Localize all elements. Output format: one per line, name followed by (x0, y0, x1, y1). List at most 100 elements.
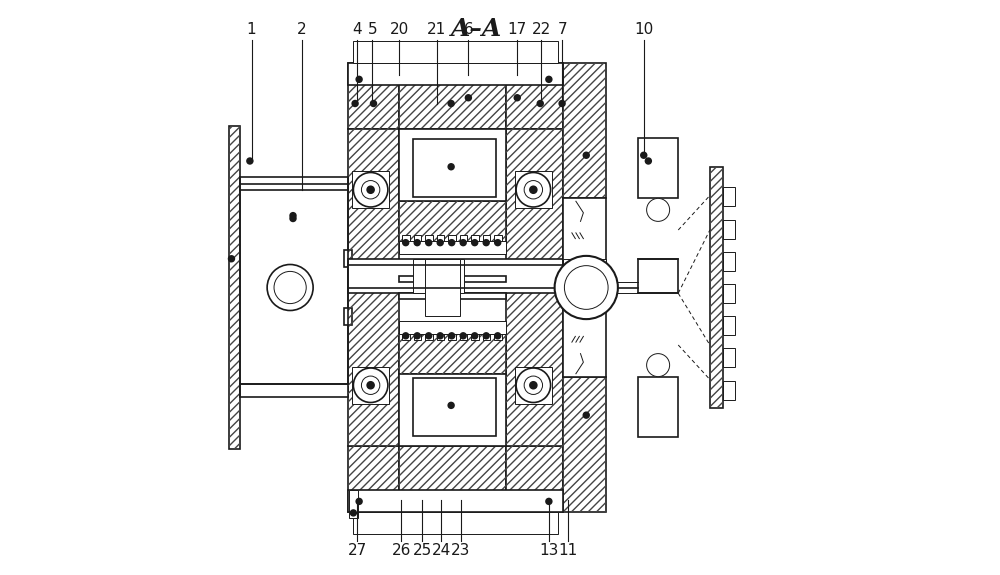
Circle shape (267, 264, 313, 310)
Circle shape (274, 271, 306, 304)
Bar (402, 235, 410, 247)
Bar (506, 446, 563, 512)
Bar (353, 512, 558, 534)
Bar (506, 63, 563, 129)
Circle shape (449, 240, 455, 246)
Circle shape (546, 76, 552, 82)
Circle shape (460, 240, 466, 246)
Bar (240, 384, 348, 397)
Bar (723, 187, 735, 206)
Text: 2: 2 (297, 22, 306, 37)
Bar (348, 446, 399, 512)
Circle shape (460, 333, 466, 339)
Circle shape (647, 198, 670, 221)
Circle shape (483, 333, 489, 339)
Bar (413, 378, 496, 436)
Bar (563, 377, 606, 512)
Bar (515, 171, 552, 208)
Bar (348, 129, 399, 446)
Bar (399, 201, 506, 242)
Circle shape (371, 101, 376, 106)
Bar (506, 63, 563, 129)
Circle shape (472, 240, 478, 246)
Bar (348, 63, 563, 85)
Text: 24: 24 (432, 543, 451, 558)
Text: 21: 21 (427, 22, 446, 37)
Circle shape (367, 382, 374, 389)
Circle shape (583, 412, 589, 418)
Bar (723, 220, 735, 239)
Text: 10: 10 (634, 22, 653, 37)
Bar (399, 129, 506, 201)
Bar (506, 446, 563, 512)
Bar (399, 446, 506, 512)
Circle shape (583, 152, 589, 158)
Bar (413, 139, 496, 197)
Bar (723, 284, 735, 303)
Circle shape (559, 101, 565, 106)
Circle shape (403, 333, 409, 339)
Bar (563, 198, 606, 377)
Bar (563, 259, 575, 293)
Bar (399, 63, 506, 129)
Bar (240, 177, 348, 190)
Bar (402, 328, 410, 340)
Circle shape (353, 172, 388, 207)
Text: 7: 7 (557, 22, 567, 37)
Bar (710, 167, 723, 408)
Bar (638, 377, 678, 437)
Circle shape (641, 152, 647, 158)
Bar (598, 259, 606, 293)
Bar (348, 446, 399, 512)
Bar (399, 334, 506, 374)
Bar (506, 129, 563, 446)
Circle shape (495, 333, 501, 339)
Bar (399, 201, 506, 242)
Circle shape (448, 164, 454, 170)
Bar (348, 129, 399, 446)
Bar (723, 381, 735, 400)
Text: 22: 22 (532, 22, 551, 37)
Bar (399, 242, 506, 254)
Circle shape (524, 376, 543, 394)
Circle shape (516, 172, 551, 207)
Circle shape (555, 256, 618, 319)
Circle shape (495, 240, 501, 246)
Bar (638, 138, 678, 198)
Text: 27: 27 (348, 543, 367, 558)
Bar (563, 63, 606, 198)
Bar (710, 167, 723, 408)
Circle shape (356, 76, 362, 82)
Bar (414, 328, 421, 340)
Bar (723, 252, 735, 271)
Bar (494, 235, 502, 247)
Bar (413, 259, 464, 293)
Circle shape (466, 95, 471, 101)
Bar (399, 446, 506, 512)
Circle shape (414, 240, 420, 246)
Bar (563, 377, 606, 512)
Bar (483, 235, 490, 247)
Bar (437, 235, 444, 247)
Text: 23: 23 (451, 543, 471, 558)
Circle shape (449, 333, 455, 339)
Bar (229, 126, 240, 449)
Circle shape (353, 368, 388, 402)
Circle shape (290, 216, 296, 221)
Text: 4: 4 (353, 22, 362, 37)
Text: A–A: A–A (451, 17, 503, 41)
Bar (723, 316, 735, 335)
Text: 13: 13 (539, 543, 559, 558)
Bar (425, 259, 460, 316)
Circle shape (361, 181, 380, 199)
Text: 5: 5 (368, 22, 377, 37)
Bar (399, 293, 506, 299)
Text: 1: 1 (247, 22, 256, 37)
Circle shape (290, 213, 296, 218)
Bar (399, 374, 506, 446)
Text: 17: 17 (508, 22, 527, 37)
Circle shape (645, 158, 651, 164)
Circle shape (361, 376, 380, 394)
Circle shape (516, 368, 551, 402)
Circle shape (414, 333, 420, 339)
